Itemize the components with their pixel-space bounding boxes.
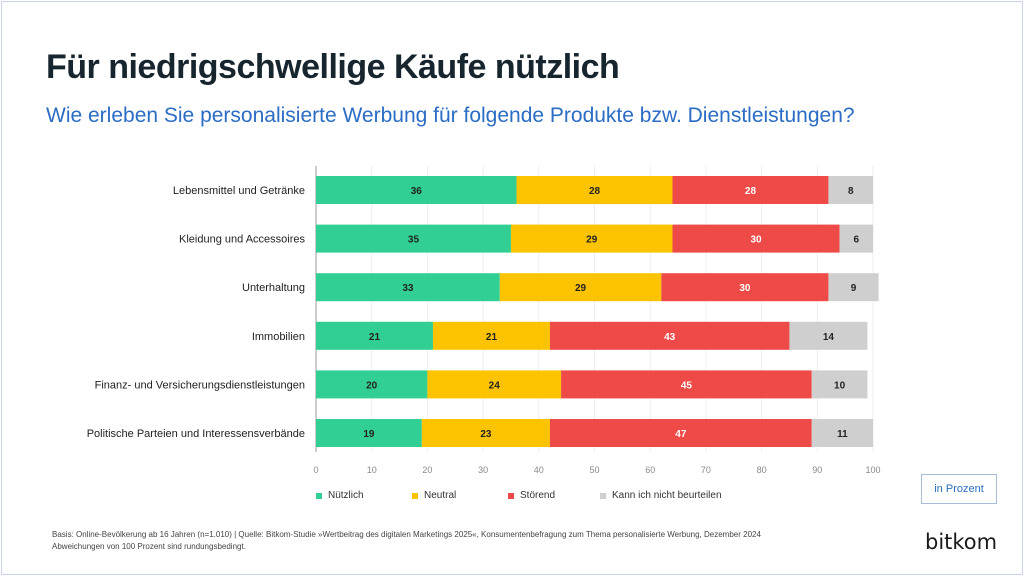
- bar-segment: [421, 419, 550, 447]
- data-label: 19: [363, 429, 375, 440]
- data-label: 47: [675, 429, 687, 440]
- bar-segment: [828, 176, 873, 204]
- x-tick-label: 20: [422, 465, 432, 475]
- data-label: 43: [664, 332, 676, 343]
- bar-segment: [561, 370, 812, 399]
- bar-segment: [839, 224, 873, 253]
- bitkom-logo: bitkom: [925, 530, 998, 554]
- data-label: 36: [411, 186, 423, 197]
- category-label: Politische Parteien und Interessensverbä…: [87, 428, 305, 440]
- chart-title: Für niedrigschwellige Käufe nützlich: [46, 48, 620, 86]
- category-label: Finanz- und Versicherungsdienstleistunge…: [95, 379, 305, 391]
- footer-note: Abweichungen von 100 Prozent sind rundun…: [52, 542, 246, 551]
- category-label: Lebensmittel und Getränke: [173, 185, 305, 197]
- data-label: 45: [681, 380, 693, 391]
- data-label: 21: [486, 332, 498, 343]
- x-tick-label: 100: [865, 465, 880, 475]
- bar-segment: [661, 273, 829, 302]
- bar-segment: [316, 224, 511, 253]
- category-label: Immobilien: [252, 331, 305, 343]
- data-label: 21: [369, 332, 381, 343]
- legend-item: Kann ich nicht beurteilen: [600, 490, 722, 501]
- category-label: Kleidung und Accessoires: [179, 234, 305, 246]
- data-label: 11: [837, 429, 848, 440]
- x-tick-label: 40: [534, 465, 544, 475]
- data-label: 29: [586, 235, 598, 246]
- legend-label: Nützlich: [328, 490, 364, 501]
- x-tick-label: 30: [478, 465, 488, 475]
- x-tick-label: 80: [757, 465, 767, 475]
- legend-item: Störend: [508, 490, 555, 501]
- bar-segment: [549, 321, 790, 350]
- data-label: 10: [834, 380, 846, 391]
- x-tick-label: 70: [701, 465, 711, 475]
- bar-segment: [427, 370, 562, 399]
- data-label: 28: [745, 186, 757, 197]
- data-label: 35: [408, 235, 420, 246]
- bar-segment: [672, 176, 829, 204]
- bar-segment: [672, 224, 840, 253]
- bar-segment: [316, 370, 428, 399]
- data-label: 9: [851, 283, 857, 294]
- legend-swatch: [508, 492, 514, 499]
- data-label: 20: [366, 380, 378, 391]
- legend-swatch: [412, 492, 418, 499]
- data-label: 23: [480, 429, 492, 440]
- data-label: 14: [823, 332, 835, 343]
- chart-subtitle: Wie erleben Sie personalisierte Werbung …: [46, 104, 855, 127]
- legend-item: Neutral: [412, 490, 456, 501]
- category-label: Unterhaltung: [242, 282, 305, 294]
- unit-label: in Prozent: [921, 474, 997, 504]
- bar-segment: [811, 370, 868, 399]
- data-label: 6: [854, 235, 860, 246]
- data-label: 29: [575, 283, 587, 294]
- legend-swatch: [600, 492, 606, 499]
- bar-segment: [516, 176, 673, 204]
- x-tick-label: 0: [313, 465, 318, 475]
- legend-label: Kann ich nicht beurteilen: [612, 490, 722, 501]
- data-label: 28: [589, 186, 601, 197]
- data-label: 24: [489, 380, 501, 391]
- data-label: 8: [848, 186, 854, 197]
- legend-label: Neutral: [424, 490, 457, 501]
- x-tick-label: 10: [367, 465, 377, 475]
- x-tick-label: 60: [645, 465, 655, 475]
- bar-segment: [499, 273, 662, 302]
- footer-source: Basis: Online-Bevölkerung ab 16 Jahren (…: [52, 530, 761, 539]
- bar-segment: [828, 273, 879, 302]
- x-tick-label: 90: [812, 465, 822, 475]
- legend-item: Nützlich: [316, 490, 364, 501]
- data-label: 30: [739, 283, 751, 294]
- x-tick-label: 50: [589, 465, 599, 475]
- bar-segment: [789, 321, 868, 350]
- bar-segment: [316, 419, 422, 447]
- data-label: 30: [750, 235, 762, 246]
- data-label: 33: [402, 283, 414, 294]
- bar-segment: [432, 321, 550, 350]
- bar-segment: [316, 176, 517, 204]
- legend-label: Störend: [520, 490, 556, 501]
- legend-swatch: [316, 492, 322, 499]
- bar-segment: [811, 419, 873, 447]
- bar-segment: [316, 273, 500, 302]
- bar-segment: [510, 224, 673, 253]
- bar-segment: [549, 419, 812, 447]
- bar-segment: [316, 321, 433, 350]
